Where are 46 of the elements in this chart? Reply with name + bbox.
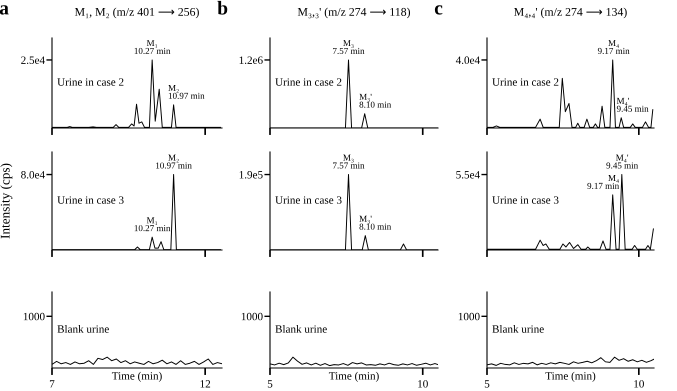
chart-subtitle: Blank urine: [492, 324, 544, 333]
x-tick-label: 10: [418, 380, 428, 388]
x-axis-title: Time (min): [112, 372, 162, 382]
annotation: M₃ 7.57 min: [333, 154, 364, 169]
text: a: [0, 5, 9, 15]
x-axis-title: Time (min): [328, 372, 379, 382]
text: 2.5e4: [21, 56, 45, 64]
annotation: M₃' 8.10 min: [359, 216, 392, 230]
text: 1.9e5: [240, 171, 263, 179]
text: 4.0e4: [456, 56, 480, 64]
annotation: M₁ 10.27 min: [134, 217, 170, 232]
text: c: [434, 5, 442, 15]
annotation: M₄ 9.17 min: [598, 40, 630, 54]
y-axis-title: Intensity (cps): [0, 164, 12, 238]
x-axis-title: Time (min): [545, 372, 596, 382]
annotation: M₄ 9.17 min: [587, 175, 620, 189]
text: Urine in case 3: [57, 196, 124, 204]
x-tick-label: 7: [50, 380, 54, 388]
text: Urine in case 2: [57, 78, 124, 86]
x-tick-label: 5: [484, 380, 490, 388]
annotation: M₂ 10.97 min: [156, 154, 192, 169]
text: 8.0e4: [21, 171, 45, 179]
text: Urine in case 3: [492, 196, 559, 204]
chart-title: M₄,₄' (m/z 274 ⟶ 134): [514, 8, 627, 18]
x-tick-label: 5: [268, 380, 272, 388]
text: Urine in case 3: [275, 196, 342, 204]
text: b: [217, 0, 228, 15]
text: 1000: [24, 312, 45, 320]
chart-title: M₁, M₂ (m/z 401 ⟶ 256): [74, 8, 199, 18]
chart-subtitle: Blank urine: [275, 324, 327, 333]
annotation: M₄' 9.45 min: [606, 154, 638, 169]
annotation: M₁ 10.27 min: [134, 40, 170, 54]
annotation: M₃' 8.10 min: [359, 94, 392, 108]
x-tick-label: 12: [200, 380, 210, 388]
chart-title: M₃,₃' (m/z 274 ⟶ 118): [298, 8, 410, 18]
text: 1.2e6: [240, 56, 263, 64]
text: Urine in case 2: [492, 78, 558, 86]
x-tick-label: 10: [634, 380, 644, 388]
text: 5.5e4: [456, 171, 480, 179]
annotation: M₄' 9.45 min: [616, 98, 649, 112]
text: 1000: [242, 312, 263, 320]
annotation: M₂ 10.97 min: [168, 84, 205, 99]
annotation: M₃ 7.57 min: [333, 40, 364, 54]
text: Urine in case 2: [275, 78, 342, 86]
text: 1000: [458, 312, 480, 320]
chart-subtitle: Blank urine: [57, 324, 109, 333]
